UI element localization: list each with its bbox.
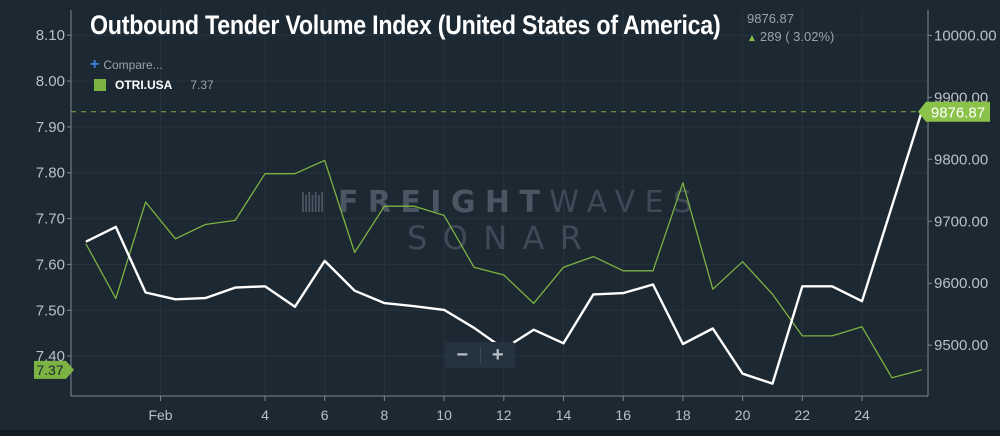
left-tick-label: 7.50 <box>36 302 65 319</box>
x-tick-label: Feb <box>148 407 172 423</box>
change-value: 289 ( 3.02%) <box>759 29 835 44</box>
right-tick-label: 10000.00 <box>934 27 997 44</box>
compare-button[interactable]: + Compare... <box>90 56 163 74</box>
x-tick-label: 24 <box>854 407 870 423</box>
left-tick-label: 8.10 <box>36 27 65 44</box>
series-line-right-axis-series <box>85 111 923 385</box>
right-tick-label: 9600.00 <box>934 275 988 292</box>
x-tick-label: 10 <box>436 407 452 423</box>
zoom-out-button[interactable]: − <box>456 343 469 366</box>
zoom-in-button[interactable]: + <box>491 343 504 366</box>
x-tick-label: 16 <box>615 407 631 423</box>
x-tick-label: 20 <box>735 407 751 423</box>
left-tick-label: 7.80 <box>36 165 65 182</box>
legend-value: 7.37 <box>190 78 214 92</box>
x-tick-label: 6 <box>321 407 329 423</box>
divider <box>479 347 481 363</box>
right-last-value-label: 9876.87 <box>931 105 985 122</box>
x-tick-label: 22 <box>795 407 811 423</box>
x-tick-label: 4 <box>261 407 269 423</box>
zoom-controls: − + <box>445 342 515 368</box>
right-tick-label: 9700.00 <box>934 213 988 230</box>
chart-title: Outbound Tender Volume Index (United Sta… <box>90 10 721 40</box>
left-last-value-label: 7.37 <box>36 362 63 378</box>
left-last-value-tag <box>34 360 74 379</box>
right-tick-label: 9800.00 <box>934 151 988 168</box>
legend-item[interactable]: OTRI.USA 7.37 <box>94 78 214 92</box>
compare-label: Compare... <box>103 58 163 72</box>
plus-icon: + <box>90 56 100 73</box>
legend-symbol: OTRI.USA <box>115 78 173 92</box>
left-tick-label: 7.70 <box>36 211 65 228</box>
right-tick-label: 9500.00 <box>934 337 988 354</box>
right-last-value-tag <box>918 101 990 122</box>
change-readout: ▲ 289 ( 3.02%) <box>747 29 834 44</box>
left-tick-label: 7.90 <box>36 119 65 136</box>
x-tick-label: 12 <box>496 407 512 423</box>
x-tick-label: 14 <box>556 407 572 423</box>
svg-text:SONAR: SONAR <box>407 219 592 257</box>
left-tick-label: 7.60 <box>36 256 65 273</box>
left-tick-label: 7.40 <box>36 348 65 365</box>
x-tick-label: 18 <box>675 407 691 423</box>
x-tick-label: 8 <box>381 407 389 423</box>
left-tick-label: 8.00 <box>36 73 65 90</box>
last-value: 9876.87 <box>747 11 794 26</box>
arrow-up-icon: ▲ <box>747 33 757 44</box>
legend-swatch <box>94 79 106 91</box>
